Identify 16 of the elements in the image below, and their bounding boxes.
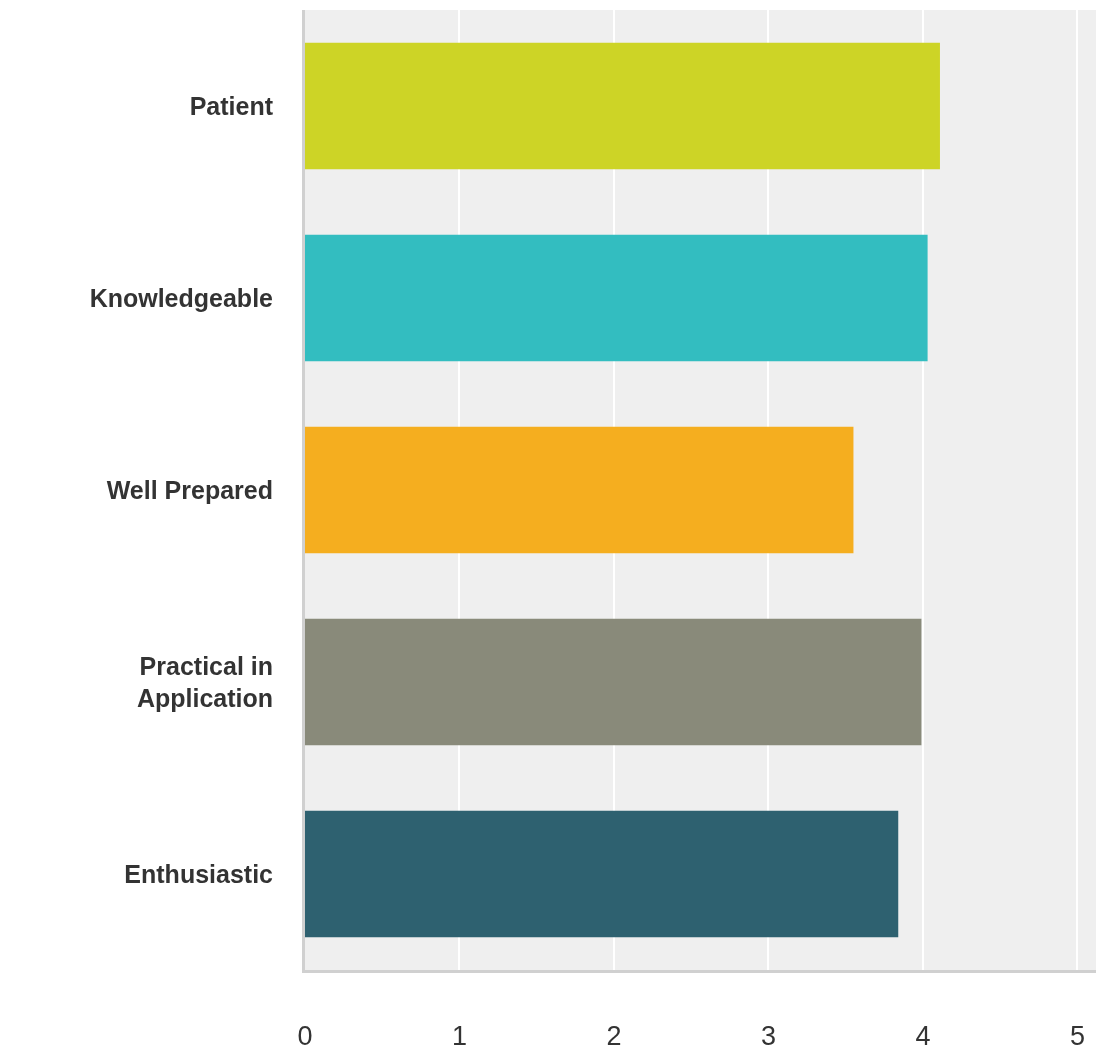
bar [305, 234, 928, 362]
bar [305, 618, 922, 746]
x-tick-label: 3 [760, 1021, 776, 1052]
y-tick-label: Enthusiastic [124, 859, 274, 888]
bar [305, 42, 940, 170]
x-tick-label: 1 [451, 1021, 468, 1052]
y-tick-label: Well Prepared [106, 475, 273, 504]
x-tick-label: 5 [1069, 1021, 1085, 1052]
bar [305, 426, 854, 554]
y-tick-label: Practical in Application [136, 651, 273, 712]
bar [305, 810, 899, 938]
x-tick-label: 4 [915, 1021, 931, 1052]
x-tick-label: 2 [606, 1021, 622, 1052]
y-tick-label: Knowledgeable [89, 283, 274, 312]
x-tick-label: 0 [297, 1021, 313, 1052]
y-tick-label: Patient [189, 91, 274, 120]
